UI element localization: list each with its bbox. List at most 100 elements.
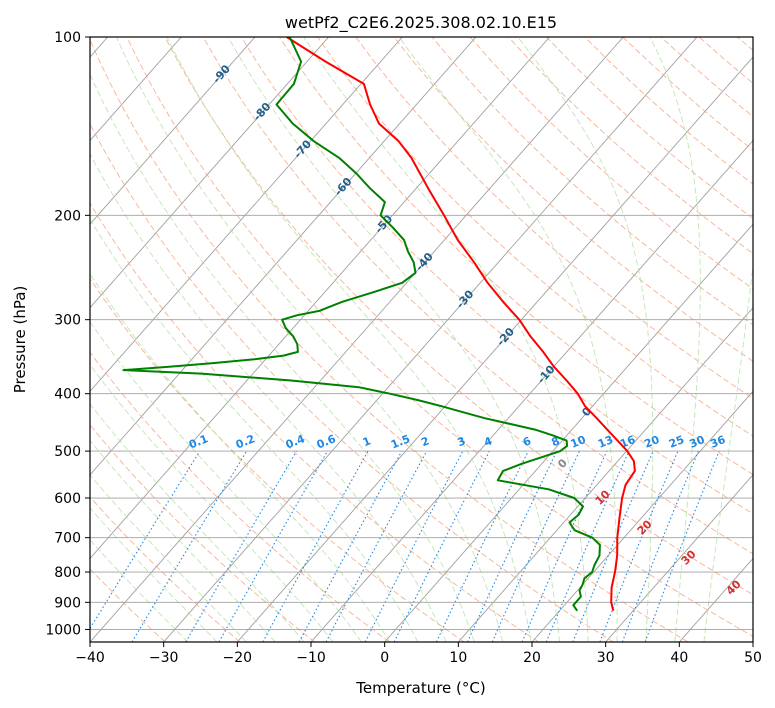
moist-adiabat-line: [116, 37, 504, 642]
dry-adiabat-line: [90, 123, 614, 642]
isotherm-line: [384, 223, 753, 642]
mixing-ratio-label: 10: [569, 433, 588, 451]
isotherm-line: [90, 37, 550, 560]
dry-adiabat-line: [240, 37, 753, 515]
isotherm-lines: [90, 37, 753, 642]
y-tick-label: 600: [54, 491, 81, 507]
isotherm-line: [310, 139, 753, 642]
dry-adiabat-line: [431, 37, 753, 326]
dry-adiabat-line: [90, 424, 315, 642]
isotherm-line: [90, 37, 403, 392]
y-axis-label: Pressure (hPa): [11, 286, 29, 394]
x-tick-label: 50: [744, 650, 762, 666]
mixing-ratio-line: [572, 450, 654, 642]
mixing-ratio-label: 36: [708, 433, 727, 451]
mixing-ratio-label: 25: [667, 433, 686, 451]
y-tick-label: 100: [54, 30, 81, 46]
moist-adiabat-line: [517, 37, 654, 642]
isotherm-line: [90, 37, 182, 142]
mixing-ratio-lines: [90, 450, 720, 642]
sounding-series: [122, 37, 636, 612]
x-tick-label: −30: [149, 650, 179, 666]
dry-adiabat-line: [202, 37, 753, 555]
mixing-ratio-label: 8: [550, 434, 562, 449]
plot-area: -90-80-70-60-50-40-30-20-1000.1 0.2 0.4 0.6…: [90, 37, 753, 642]
dry-adiabat-line: [393, 37, 753, 362]
isotherm-line: [90, 37, 329, 309]
x-axis: −40 −30 −20 −10 0 10 20 30 40 50: [75, 642, 762, 666]
y-tick-label: 400: [54, 387, 81, 403]
mixing-ratio-label: 20: [642, 433, 661, 451]
x-tick-label: −20: [223, 650, 253, 666]
mixing-ratio-label: 13: [596, 433, 615, 451]
isotherm-line: [236, 56, 753, 642]
isotherm-line: [90, 37, 256, 225]
plot-frame: [89, 36, 754, 643]
x-tick-label: 40: [670, 650, 688, 666]
pressure-grid-lines: [90, 37, 753, 630]
y-tick-label: 200: [54, 208, 81, 224]
isotherm-line: [531, 390, 753, 642]
mixing-ratio-line: [262, 450, 369, 642]
x-axis-label: Temperature (°C): [355, 679, 485, 697]
dry-adiabat-line: [279, 37, 753, 476]
temperature-line: [286, 37, 636, 612]
moist-adiabat-line: [90, 218, 419, 642]
moist-adiabat-line: [90, 273, 390, 642]
moist-adiabat-line: [90, 439, 276, 642]
dry-adiabat-line: [126, 37, 753, 637]
mixing-ratio-label: 30: [688, 433, 707, 451]
y-tick-label: 900: [54, 595, 81, 611]
mixing-ratio-line: [90, 450, 201, 630]
x-tick-label: −10: [296, 650, 326, 666]
isotherm-line: [90, 37, 477, 476]
moist-adiabat-lines: [90, 37, 753, 642]
moist-adiabat-line: [649, 37, 701, 642]
mixing-ratio-label: 3: [456, 434, 468, 449]
dry-adiabat-line: [90, 202, 540, 642]
mixing-ratio-line: [393, 450, 490, 642]
mixing-ratio-line: [545, 450, 630, 642]
moist-adiabat-line: [90, 73, 475, 642]
mixing-ratio-label: 1: [361, 434, 373, 449]
dry-adiabat-line: [317, 37, 753, 437]
x-tick-label: 0: [380, 650, 389, 666]
moist-adiabat-line: [703, 260, 753, 642]
isotherm-line: [90, 37, 624, 642]
y-tick-label: 300: [54, 313, 81, 329]
y-tick-label: 800: [54, 565, 81, 581]
dry-adiabat-line: [469, 37, 753, 290]
dewpoint-line: [122, 37, 601, 612]
mixing-ratio-line: [521, 450, 608, 642]
dry-adiabat-line: [90, 38, 689, 642]
moist-adiabat-line: [303, 37, 589, 642]
moist-adiabat-line: [227, 37, 561, 642]
dry-adiabat-line: [90, 351, 390, 642]
dry-adiabat-line: [164, 37, 753, 596]
x-tick-label: −40: [75, 650, 105, 666]
dry-adiabat-lines: [90, 37, 753, 642]
isotherm-line: [163, 37, 698, 642]
mixing-ratio-line: [599, 450, 679, 642]
chart-title: wetPf2_C2E6.2025.308.02.10.E15: [285, 13, 557, 33]
y-tick-label: 500: [54, 444, 81, 460]
mixing-ratio-line: [131, 450, 248, 642]
mixing-ratio-line: [325, 450, 428, 642]
moist-adiabat-line: [90, 474, 247, 642]
y-tick-label: 1000: [45, 622, 81, 638]
x-tick-label: 30: [597, 650, 615, 666]
y-axis: 100 200 300 400 500 600 700 800 900 1000: [45, 30, 90, 638]
mixing-ratio-line: [621, 450, 699, 642]
mixing-ratio-label: 2: [419, 434, 431, 449]
dry-adiabat-line: [90, 277, 465, 642]
moist-adiabat-line: [398, 37, 618, 642]
x-tick-label: 20: [523, 650, 541, 666]
moist-adiabat-line: [166, 37, 532, 642]
y-tick-label: 700: [54, 531, 81, 547]
dry-adiabat-line: [90, 496, 241, 642]
mixing-ratio-line: [298, 450, 403, 642]
mixing-ratio-line: [644, 450, 720, 642]
moist-adiabat-line: [90, 321, 362, 642]
